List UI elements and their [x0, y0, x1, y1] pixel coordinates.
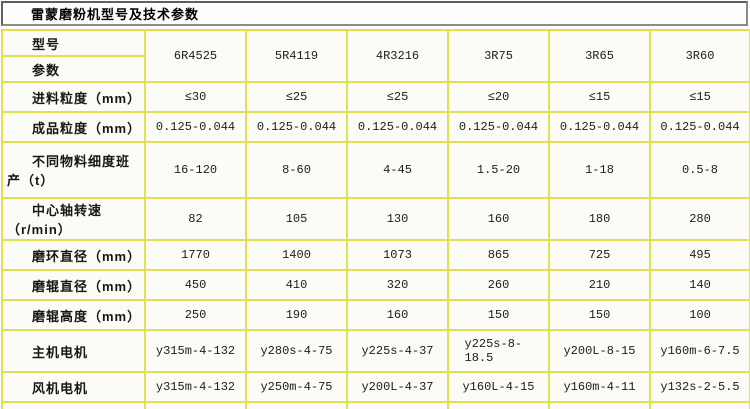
spec-value: y160L-4-15: [447, 371, 550, 403]
spec-value: y200L-8-15: [548, 329, 651, 373]
spec-value: y315m-4-132: [144, 329, 247, 373]
spec-value: y225s-8-18.5: [447, 329, 550, 373]
row-label: 进料粒度（mm）: [1, 81, 146, 113]
spec-value: 0.125-0.044: [548, 111, 651, 143]
spec-value: 180: [548, 197, 651, 241]
spec-value: 1400: [245, 239, 348, 271]
spec-value: y280s-4-75: [245, 329, 348, 373]
table-title: 雷蒙磨粉机型号及技术参数: [31, 7, 200, 22]
spec-value: y160m-6-7.5: [649, 329, 750, 373]
spec-value: 0.125-0.044: [245, 111, 348, 143]
spec-value: 190: [245, 299, 348, 331]
table-row: 磨环直径（mm） 1770 1400 1073 865 725 495: [1, 239, 750, 271]
table-row: 中心轴转速（r/min） 82 105 130 160 180 280: [1, 197, 750, 241]
table-row: 分析器电机y160m-4-11yc200-4B-7.5yc120-4a-5.5y…: [1, 401, 750, 409]
table-row: 不同物料细度班产（t） 16-120 8-60 4-45 1.5-20 1-18 0.5-8: [1, 141, 750, 199]
row-label: 磨辊高度（mm）: [1, 299, 146, 331]
spec-value: 725: [548, 239, 651, 271]
table-row: 成品粒度（mm） 0.125-0.044 0.125-0.044 0.125-0.04…: [1, 111, 750, 143]
spec-value: 160: [346, 299, 449, 331]
spec-value: ≤25: [346, 81, 449, 113]
spec-value: 0.125-0.044: [346, 111, 449, 143]
spec-value-wrapped: y225s-8-18.5: [464, 337, 523, 365]
header-row-model: 型号 6R4525 5R4119 4R3216 3R75 3R65 3R60: [1, 29, 750, 83]
spec-value: 410: [245, 269, 348, 301]
spec-value: 280: [649, 197, 750, 241]
spec-value: y160m-4-11: [548, 371, 651, 403]
model-header: 6R4525: [144, 29, 247, 83]
spec-value: 210: [548, 269, 651, 301]
table-row: 进料粒度（mm） ≤30 ≤25 ≤25 ≤20 ≤15 ≤15: [1, 81, 750, 113]
spec-value: ≤15: [649, 81, 750, 113]
model-header: 5R4119: [245, 29, 348, 83]
row-label: 主机电机: [1, 329, 146, 373]
table-row: 磨辊高度（mm） 250 190 160 150 150 100: [1, 299, 750, 331]
spec-value: yc120-4a-5.5: [346, 401, 449, 409]
spec-value: 1-18: [548, 141, 651, 199]
spec-value: 82: [144, 197, 247, 241]
spec-value: y315m-4-132: [144, 371, 247, 403]
table-row: 磨辊直径（mm） 450 410 320 260 210 140: [1, 269, 750, 301]
spec-value: 105: [245, 197, 348, 241]
spec-value: 150: [447, 299, 550, 331]
spec-value: 0.5-8: [649, 141, 750, 199]
spec-value: 150: [548, 299, 651, 331]
spec-value: 0.125-0.044: [144, 111, 247, 143]
corner-model-label: 型号: [1, 29, 146, 57]
spec-value: y112m-6-202: [447, 401, 550, 409]
table-title-bar: 雷蒙磨粉机型号及技术参数: [1, 1, 748, 26]
row-label: 不同物料细度班产（t）: [1, 141, 146, 199]
model-header: 4R3216: [346, 29, 449, 83]
spec-value: 1.5-20: [447, 141, 550, 199]
spec-value: y90L-6-1.1: [649, 401, 750, 409]
spec-value: 320: [346, 269, 449, 301]
spec-value: 16-120: [144, 141, 247, 199]
spec-value: 1073: [346, 239, 449, 271]
spec-value: ≤15: [548, 81, 651, 113]
spec-value: 100: [649, 299, 750, 331]
spec-value: y132s-2-5.5: [649, 371, 750, 403]
spec-value: y160m-4-11: [144, 401, 247, 409]
spec-value: 140: [649, 269, 750, 301]
spec-value: 160: [447, 197, 550, 241]
spec-value: 450: [144, 269, 247, 301]
spec-table: 型号 6R4525 5R4119 4R3216 3R75 3R65 3R60 参数 进料粒度（m…: [1, 29, 750, 409]
model-header: 3R65: [548, 29, 651, 83]
spec-value: 865: [447, 239, 550, 271]
spec-value: y250m-4-75: [245, 371, 348, 403]
spec-value: ≤25: [245, 81, 348, 113]
table-row: 主机电机 y315m-4-132 y280s-4-75 y225s-4-37 y225s…: [1, 329, 750, 373]
spec-value: 8-60: [245, 141, 348, 199]
row-label: 风机电机: [1, 371, 146, 403]
spec-value: y225s-4-37: [346, 329, 449, 373]
spec-value: y112m-6-2.2: [548, 401, 651, 409]
spec-value: 260: [447, 269, 550, 301]
spec-value: 250: [144, 299, 247, 331]
spec-value: 130: [346, 197, 449, 241]
table-row: 风机电机 y315m-4-132 y250m-4-75 y200L-4-37 y160L…: [1, 371, 750, 403]
spec-value: 495: [649, 239, 750, 271]
spec-value: 1770: [144, 239, 247, 271]
model-header: 3R60: [649, 29, 750, 83]
spec-value: ≤20: [447, 81, 550, 113]
row-label: 分析器电机: [1, 401, 146, 409]
spec-value: 0.125-0.044: [649, 111, 750, 143]
spec-value: yc200-4B-7.5: [245, 401, 348, 409]
row-label: 成品粒度（mm）: [1, 111, 146, 143]
spec-value: y200L-4-37: [346, 371, 449, 403]
row-label: 磨环直径（mm）: [1, 239, 146, 271]
spec-value: 4-45: [346, 141, 449, 199]
header-row-parameter: 参数: [1, 55, 750, 83]
model-header: 3R75: [447, 29, 550, 83]
corner-parameter-label: 参数: [1, 55, 146, 83]
row-label: 中心轴转速（r/min）: [1, 197, 146, 241]
row-label: 磨辊直径（mm）: [1, 269, 146, 301]
spec-value: 0.125-0.044: [447, 111, 550, 143]
spec-value: ≤30: [144, 81, 247, 113]
